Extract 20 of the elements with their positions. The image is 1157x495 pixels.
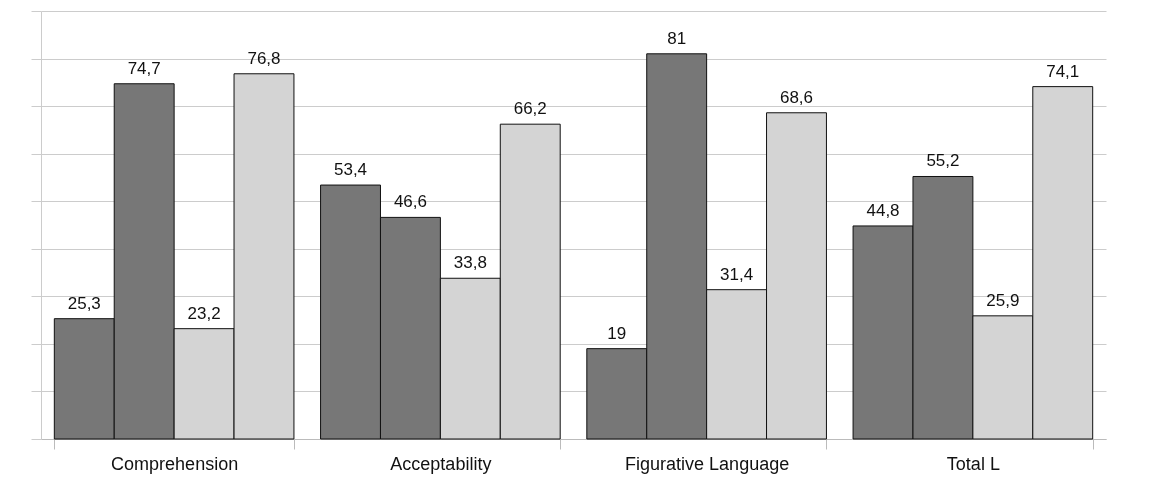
x-tick-label: Acceptability: [390, 453, 492, 474]
x-tick-label: Total L: [946, 453, 1000, 474]
data-label: 55,2: [926, 151, 960, 171]
data-label: 44,8: [866, 200, 900, 220]
data-label: 68,6: [779, 87, 814, 107]
data-label: 23,2: [187, 303, 221, 323]
data-label: 31,4: [720, 264, 754, 284]
data-label: 76,8: [247, 48, 281, 68]
data-label: 25,3: [67, 293, 101, 313]
data-label: 46,6: [393, 192, 427, 212]
data-label: 53,4: [333, 160, 368, 180]
data-label: 25,9: [986, 290, 1020, 310]
data-label: 66,2: [513, 99, 547, 119]
data-label: 19: [607, 323, 627, 343]
data-label: 74,1: [1046, 61, 1080, 81]
data-label: 33,8: [453, 253, 487, 273]
x-tick-label: Comprehension: [111, 453, 239, 474]
data-label: 81: [667, 28, 687, 48]
x-tick-label: Figurative Language: [625, 453, 790, 474]
data-label: 74,7: [127, 58, 161, 78]
